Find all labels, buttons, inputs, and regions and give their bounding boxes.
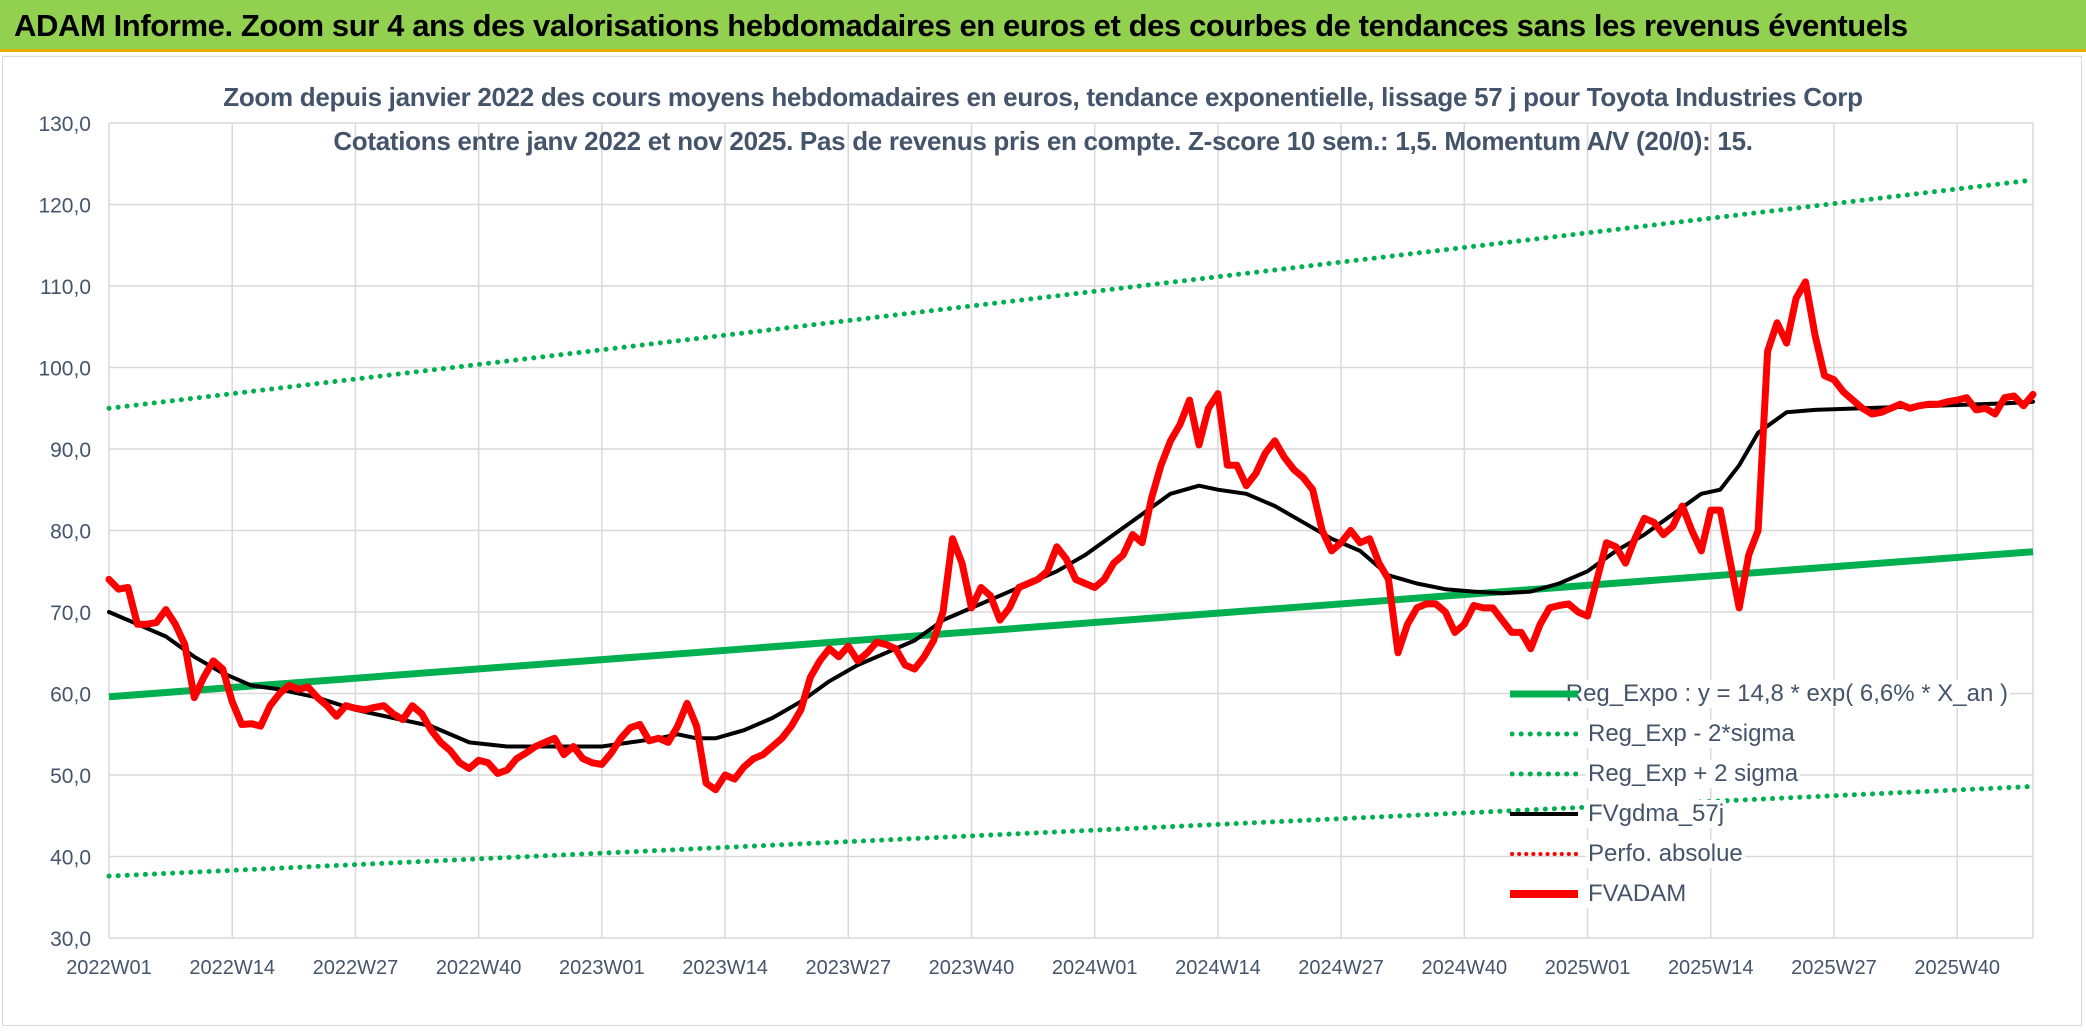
y-tick-label: 60,0 [50,684,91,707]
x-tick-label: 2025W40 [1914,957,2000,979]
x-tick-label: 2022W14 [189,957,275,979]
y-tick-label: 30,0 [50,928,91,951]
x-tick-label: 2024W14 [1175,957,1261,979]
y-tick-labels: 30,0 40,0 50,0 60,0 70,0 80,0 90,0 100,0 110,0 12… [38,113,91,951]
legend-swatch-perfo [1510,847,1578,861]
y-tick-label: 120,0 [38,195,91,218]
chart-title: Zoom depuis janvier 2022 des cours moyen… [223,82,1863,112]
legend-label-perfo: Perfo. absolue [1586,840,1745,868]
series-fvadam [105,278,2037,794]
legend-label-reg-minus: Reg_Exp - 2*sigma [1586,720,1797,748]
x-tick-label: 2025W14 [1668,957,1754,979]
y-tick-label: 110,0 [40,276,91,299]
legend-swatch-fvgdma [1510,807,1578,821]
x-tick-label: 2024W40 [1422,957,1508,979]
x-tick-label: 2025W27 [1791,957,1877,979]
y-tick-label: 90,0 [50,439,91,462]
chart-frame: 30,0 40,0 50,0 60,0 70,0 80,0 90,0 100,0 110,0 12… [2,56,2082,1026]
series-layer [105,177,2037,879]
legend-swatch-fvadam [1510,887,1578,901]
legend-item-fvadam: FVADAM [1510,874,2010,914]
legend-item-reg-plus: Reg_Exp + 2 sigma [1510,754,2010,794]
header-bar: ADAM Informe. Zoom sur 4 ans des valoris… [0,0,2086,52]
y-tick-label: 80,0 [50,521,91,544]
x-tick-label: 2023W14 [682,957,768,979]
legend-swatch-reg-minus [1510,727,1578,741]
series-reg-expo [108,548,2034,701]
y-tick-label: 70,0 [50,602,91,625]
x-tick-label: 2022W27 [313,957,399,979]
legend-item-reg-minus: Reg_Exp - 2*sigma [1510,714,2010,754]
legend: Reg_Expo : y = 14,8 * exp( 6,6% * X_an )… [1510,674,2010,914]
x-tick-labels: 2022W01 2022W14 2022W27 2022W40 2023W01 2023W… [66,957,2000,979]
legend-label-fvadam: FVADAM [1586,880,1689,908]
y-tick-label: 100,0 [38,358,91,381]
legend-label-reg-expo: Reg_Expo : y = 14,8 * exp( 6,6% * X_an ) [1563,680,2010,708]
x-tick-label: 2024W27 [1298,957,1384,979]
series-reg-minus-2sigma [106,783,2036,879]
y-tick-label: 130,0 [38,113,91,136]
chart-svg: 30,0 40,0 50,0 60,0 70,0 80,0 90,0 100,0 110,0 12… [38,113,2037,979]
x-tick-label: 2023W01 [559,957,645,979]
x-tick-label: 2025W01 [1545,957,1631,979]
legend-swatch-reg-expo [1510,687,1578,701]
legend-swatch-reg-plus [1510,767,1578,781]
legend-item-reg-expo: Reg_Expo : y = 14,8 * exp( 6,6% * X_an ) [1510,674,2010,714]
legend-item-perfo: Perfo. absolue [1510,834,2010,874]
y-tick-label: 40,0 [50,847,91,870]
series-reg-plus-2sigma [106,177,2036,411]
x-tick-label: 2024W01 [1052,957,1138,979]
x-tick-label: 2022W01 [66,957,152,979]
x-tick-label: 2023W40 [929,957,1015,979]
x-tick-label: 2022W40 [436,957,522,979]
legend-item-fvgdma: FVgdma_57j [1510,794,2010,834]
legend-label-reg-plus: Reg_Exp + 2 sigma [1586,760,1801,788]
grid-layer [108,122,2034,939]
header-title: ADAM Informe. Zoom sur 4 ans des valoris… [14,8,1908,43]
y-tick-label: 50,0 [50,765,91,788]
legend-label-fvgdma: FVgdma_57j [1586,800,1727,828]
x-tick-label: 2023W27 [805,957,891,979]
chart-subtitle: Cotations entre janv 2022 et nov 2025. P… [333,126,1753,156]
